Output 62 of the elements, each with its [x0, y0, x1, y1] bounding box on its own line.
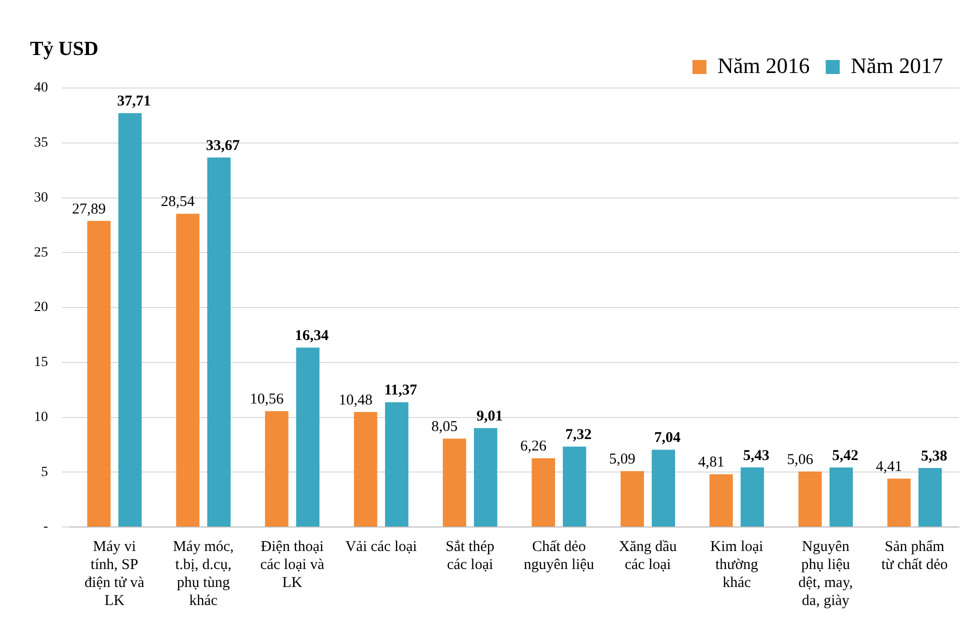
bar [740, 467, 764, 526]
data-label: 6,26 [520, 438, 548, 455]
data-label: 28,54 [160, 194, 196, 210]
bar [798, 471, 822, 526]
y-tick-label: 15 [34, 355, 48, 370]
bar [562, 446, 586, 526]
x-tick-label: Sắt thép các loại [446, 538, 494, 573]
bar [265, 411, 288, 526]
x-tick-label: Xăng dầu các loại [618, 538, 678, 573]
y-tick-label: 25 [34, 245, 48, 260]
y-tick-label: 5 [41, 464, 48, 480]
bar [87, 220, 111, 526]
bar [474, 428, 498, 526]
bar [118, 113, 142, 526]
y-tick-label: 30 [34, 190, 48, 206]
data-label: 10,56 [250, 392, 284, 408]
data-label: 9,01 [476, 408, 503, 424]
bar [296, 348, 320, 526]
y-tick-label: 20 [34, 300, 48, 316]
data-label: 5,09 [609, 452, 636, 468]
x-tick-label: Kim loại thường khác [710, 538, 764, 591]
bar [620, 471, 644, 526]
bar [532, 458, 556, 526]
bar [207, 157, 231, 526]
legend-label: Năm 2017 [850, 52, 943, 78]
x-tick-label: Máy vi tính, SP điện tử và LK [84, 538, 145, 609]
bar [887, 478, 911, 526]
bar [830, 468, 853, 526]
data-label: 27,89 [72, 201, 106, 218]
y-tick-label: - [43, 520, 48, 535]
data-label: 16,34 [294, 328, 330, 344]
y-tick-label: 35 [34, 136, 48, 151]
data-label: 5,06 [786, 452, 814, 468]
data-label: 4,81 [698, 454, 724, 471]
data-label: 33,67 [206, 138, 240, 154]
x-tick-label: Sản phẩm từ chất dẻo [881, 538, 948, 573]
y-tick-label: 40 [34, 80, 48, 96]
data-label: 8,05 [431, 419, 458, 436]
data-label: 5,38 [920, 448, 948, 464]
bar [442, 438, 466, 526]
bar [710, 474, 733, 526]
data-label: 7,32 [565, 427, 592, 444]
data-label: 7,04 [654, 430, 682, 446]
x-tick-label: Điện thoại các loại và LK [260, 538, 325, 591]
x-tick-label: Nguyên phụ liệu dệt, may, da, giày [798, 538, 853, 609]
data-label: 5,42 [832, 448, 858, 464]
y-axis-title: Tỷ USD [30, 38, 98, 61]
bar [176, 214, 200, 526]
data-label: 5,43 [743, 448, 770, 464]
bar [918, 468, 942, 526]
x-tick-label: Chất dẻo nguyên liệu [524, 538, 595, 573]
bar [354, 412, 378, 526]
bar [652, 450, 676, 526]
x-tick-label: Vải các loại [345, 538, 417, 555]
y-tick-label: 10 [34, 410, 48, 425]
legend-label: Năm 2016 [717, 52, 810, 78]
data-label: 4,41 [876, 459, 902, 476]
bar [385, 402, 408, 526]
data-label: 10,48 [338, 392, 372, 408]
x-tick-label: Máy móc, t.bị, d.cụ, phụ tùng khác [172, 538, 234, 609]
data-label: 11,37 [384, 382, 418, 399]
data-label: 37,71 [117, 94, 151, 110]
